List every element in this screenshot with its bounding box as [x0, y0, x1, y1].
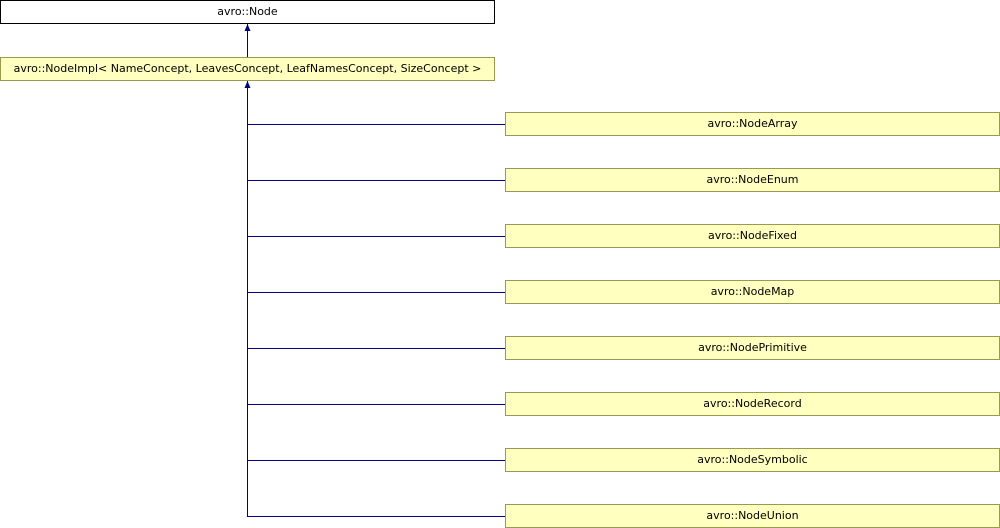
class-node-derived[interactable]: avro::NodeUnion	[505, 504, 1000, 528]
class-node-derived[interactable]: avro::NodeSymbolic	[505, 448, 1000, 472]
class-node-impl[interactable]: avro::NodeImpl< NameConcept, LeavesConce…	[0, 57, 495, 81]
arrowhead-icon	[244, 81, 251, 88]
class-node-derived[interactable]: avro::NodeEnum	[505, 168, 1000, 192]
class-node-derived[interactable]: avro::NodeFixed	[505, 224, 1000, 248]
class-node-derived[interactable]: avro::NodeRecord	[505, 392, 1000, 416]
class-node-base[interactable]: avro::Node	[0, 0, 495, 24]
class-node-derived[interactable]: avro::NodeArray	[505, 112, 1000, 136]
arrowhead-icon	[244, 24, 251, 31]
class-node-derived[interactable]: avro::NodePrimitive	[505, 336, 1000, 360]
class-node-derived[interactable]: avro::NodeMap	[505, 280, 1000, 304]
